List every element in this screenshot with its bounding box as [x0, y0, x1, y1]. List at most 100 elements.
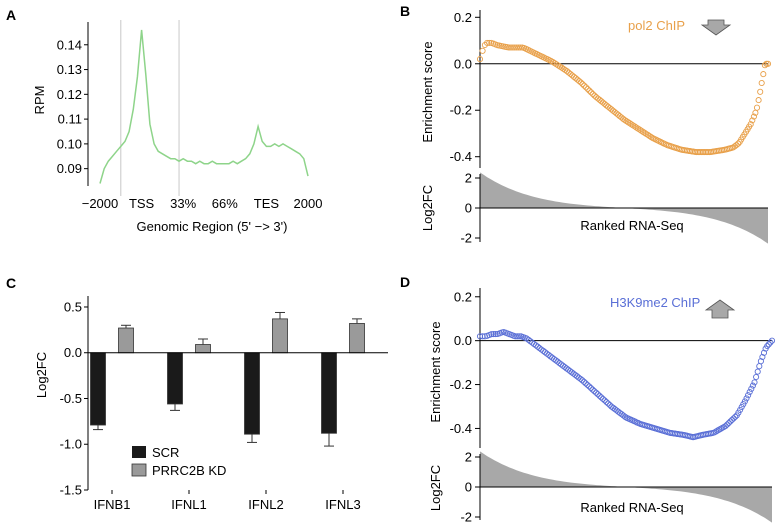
- d-es-point: [745, 392, 752, 399]
- d-es-point: [737, 406, 744, 413]
- c-y-tick-label: 0.5: [64, 299, 82, 314]
- d-es-point: [760, 349, 768, 356]
- b-chart-title: pol2 ChIP: [628, 18, 685, 33]
- panel-a-chart: RPM 0.09 0.10 0.11 0.12 0.13 0.14 −2000 TSS 33%…: [32, 20, 322, 234]
- panel-b-chart: Enrichment score 0.2 0.0 -0.2 -0.4 pol2 ChI…: [420, 10, 772, 246]
- c-x-tick-label: IFNB1: [94, 497, 131, 512]
- b-sub-y-tick-label: 0: [465, 201, 472, 216]
- b-es-point: [757, 88, 764, 95]
- c-y-axis-label: Log2FC: [34, 352, 49, 398]
- d-es-point: [751, 379, 758, 386]
- a-y-tick-label: 0.14: [57, 37, 82, 52]
- b-es-point: [615, 111, 622, 118]
- b-es-point: [749, 117, 756, 124]
- b-es-point: [761, 62, 768, 69]
- b-y-tick-label: -0.4: [450, 149, 472, 164]
- c-legend: SCR PRRC2B KD: [131, 445, 226, 478]
- panel-letter-a: A: [6, 7, 16, 23]
- b-es-point: [609, 107, 617, 114]
- b-y-tick-label: -0.2: [450, 103, 472, 118]
- d-sub-y-tick-label: 0: [465, 480, 472, 495]
- b-es-point: [753, 104, 761, 111]
- a-x-axis-label: Genomic Region (5' −> 3'): [137, 219, 288, 234]
- b-sub-y-axis-label: Log2FC: [420, 185, 435, 231]
- d-es-point: [728, 416, 736, 423]
- a-x-tick-label: 33%: [170, 196, 196, 211]
- d-es-point: [730, 415, 737, 422]
- c-x-tick-label: IFNL1: [171, 497, 206, 512]
- d-y-tick-label: -0.2: [450, 377, 472, 392]
- c-legend-label-scr: SCR: [152, 445, 179, 460]
- b-es-point: [586, 87, 593, 94]
- c-y-tick-label: -0.5: [60, 391, 82, 406]
- c-bar-kd: [349, 323, 365, 354]
- b-es-point: [484, 39, 491, 46]
- c-bar-kd: [272, 318, 288, 354]
- d-es-point: [584, 381, 591, 388]
- d-es-point: [601, 397, 608, 404]
- a-x-tick-label: TSS: [129, 196, 155, 211]
- panel-letter-c: C: [6, 275, 16, 291]
- a-y-axis-label: RPM: [32, 86, 47, 115]
- d-chart-title: H3K9me2 ChIP: [610, 295, 700, 310]
- panel-letter-d: D: [400, 274, 410, 290]
- d-es-point: [741, 398, 748, 405]
- panel-letter-b: B: [400, 3, 410, 19]
- b-es-point: [747, 121, 754, 128]
- b-es-point: [733, 141, 740, 149]
- d-es-point: [591, 388, 598, 395]
- d-es-point: [589, 386, 596, 393]
- c-x-tick-label: IFNL3: [325, 497, 360, 512]
- a-x-tick-label: 2000: [294, 196, 323, 211]
- b-es-point: [581, 82, 588, 89]
- d-es-point: [748, 385, 755, 392]
- d-es-point: [579, 377, 586, 384]
- b-es-point: [509, 44, 516, 51]
- d-es-point: [756, 363, 763, 370]
- b-es-point: [517, 44, 524, 51]
- b-es-point: [755, 97, 762, 104]
- d-es-point: [586, 383, 593, 390]
- d-es-point: [712, 428, 719, 435]
- d-es-point: [732, 413, 739, 420]
- a-x-tick-label: −2000: [82, 196, 119, 211]
- b-es-point: [486, 39, 493, 46]
- d-y-axis-label: Enrichment score: [428, 321, 443, 422]
- c-legend-label-kd: PRRC2B KD: [152, 463, 226, 478]
- d-es-point: [599, 395, 606, 402]
- d-es-point: [594, 391, 601, 398]
- d-es-point: [580, 378, 588, 385]
- a-y-tick-label: 0.10: [57, 136, 82, 151]
- c-bar-scr: [167, 352, 183, 405]
- d-es-point: [725, 419, 732, 427]
- a-y-tick-label: 0.09: [57, 161, 82, 176]
- d-es-point: [765, 341, 772, 348]
- d-es-point: [596, 392, 603, 399]
- d-es-point: [724, 421, 731, 428]
- d-es-point: [593, 389, 600, 396]
- b-es-point: [584, 85, 591, 93]
- b-es-point: [576, 77, 583, 85]
- b-sub-y-tick-label: 2: [465, 171, 472, 186]
- b-es-point: [476, 56, 484, 63]
- a-y-tick-label: 0.12: [57, 87, 82, 102]
- a-x-tick-label: TES: [254, 196, 280, 211]
- d-es-point: [746, 388, 753, 396]
- b-es-point: [582, 84, 590, 91]
- b-es-point: [479, 47, 486, 54]
- b-es-point: [648, 134, 655, 141]
- b-es-point: [589, 90, 596, 98]
- c-bar-kd: [118, 327, 134, 354]
- d-es-point: [622, 413, 629, 420]
- d-es-point: [757, 358, 764, 365]
- c-legend-swatch-kd: [131, 463, 147, 477]
- d-es-point: [582, 380, 589, 387]
- c-bar-scr: [244, 352, 260, 435]
- c-y-tick-label: -1.5: [60, 483, 82, 498]
- d-es-point: [516, 333, 523, 340]
- d-es-point: [598, 394, 605, 401]
- d-sub-y-axis-label: Log2FC: [428, 465, 443, 511]
- d-es-point: [605, 400, 612, 407]
- b-es-point: [507, 44, 515, 51]
- d-es-point: [603, 398, 610, 406]
